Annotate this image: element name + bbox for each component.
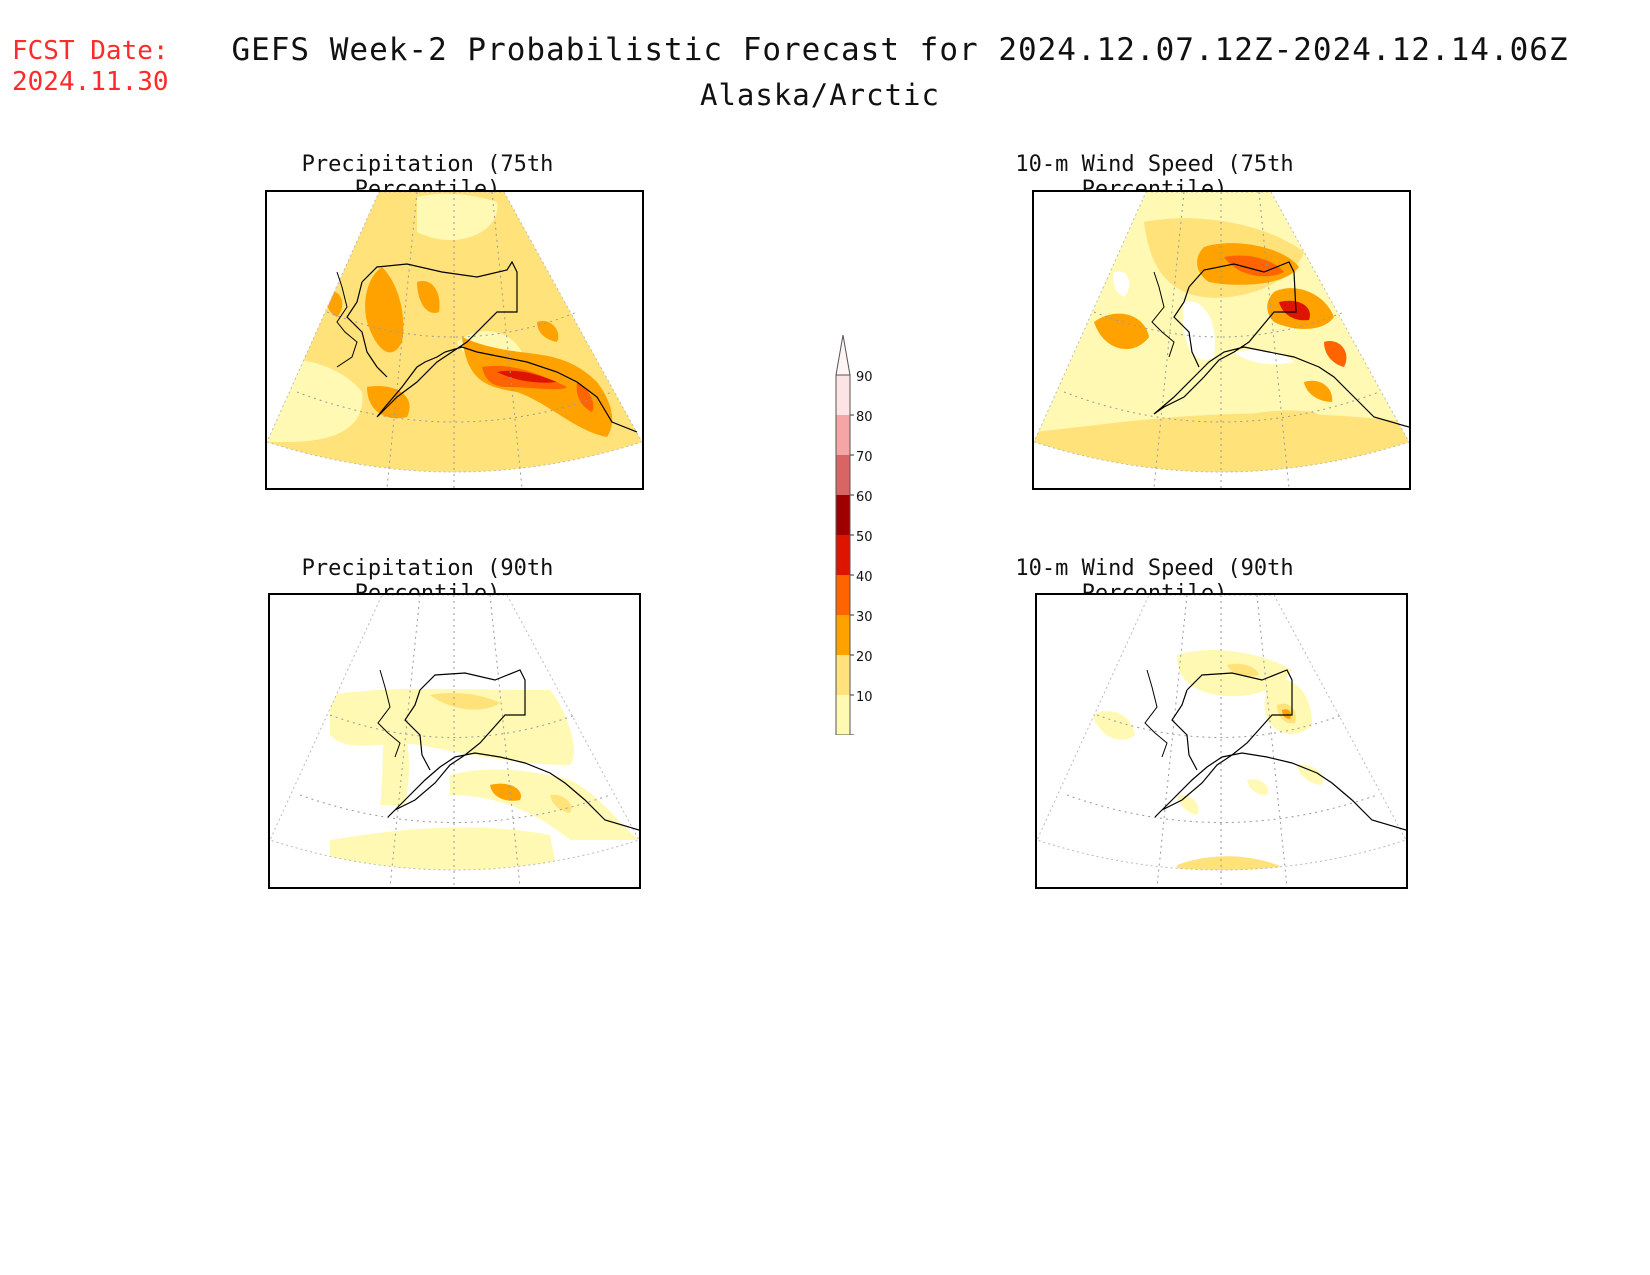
color-legend-label: 30 — [856, 610, 873, 625]
forecast-date-label: FCST Date: — [12, 36, 169, 66]
color-legend: 90 80 70 60 50 40 30 20 10 — [820, 334, 880, 774]
map-precip-90 — [268, 593, 641, 889]
forecast-date-block: FCST Date: 2024.11.30 — [12, 36, 169, 98]
color-legend-swatch — [836, 575, 850, 615]
color-legend-swatch — [836, 695, 850, 735]
color-legend-label: 40 — [856, 570, 873, 585]
color-legend-label: 10 — [856, 690, 873, 705]
panel-title-wind-75: 10-m Wind Speed (75th Percentile) — [1015, 152, 1294, 202]
color-legend-label: 70 — [856, 450, 873, 465]
map-wind-90 — [1035, 593, 1408, 889]
color-legend-label: 60 — [856, 490, 873, 505]
color-legend-label: 50 — [856, 530, 873, 545]
color-legend-label: 80 — [856, 410, 873, 425]
color-legend-graphic: 90 80 70 60 50 40 30 20 10 — [835, 334, 873, 774]
color-legend-top-arrow — [835, 334, 851, 376]
map-precip-75 — [265, 190, 644, 490]
color-legend-swatch — [836, 615, 850, 655]
color-legend-swatch — [836, 415, 850, 455]
color-legend-swatch — [836, 535, 850, 575]
color-legend-swatch — [836, 655, 850, 695]
color-legend-swatch — [836, 455, 850, 495]
color-legend-label: 90 — [856, 370, 873, 385]
page-title: GEFS Week-2 Probabilistic Forecast for 2… — [231, 32, 1569, 68]
region-subtitle: Alaska/Arctic — [700, 78, 940, 112]
color-legend-swatch — [836, 495, 850, 535]
color-legend-label: 20 — [856, 650, 873, 665]
map-wind-75 — [1032, 190, 1411, 490]
color-legend-swatch — [836, 375, 850, 415]
forecast-date-value: 2024.11.30 — [12, 67, 169, 97]
